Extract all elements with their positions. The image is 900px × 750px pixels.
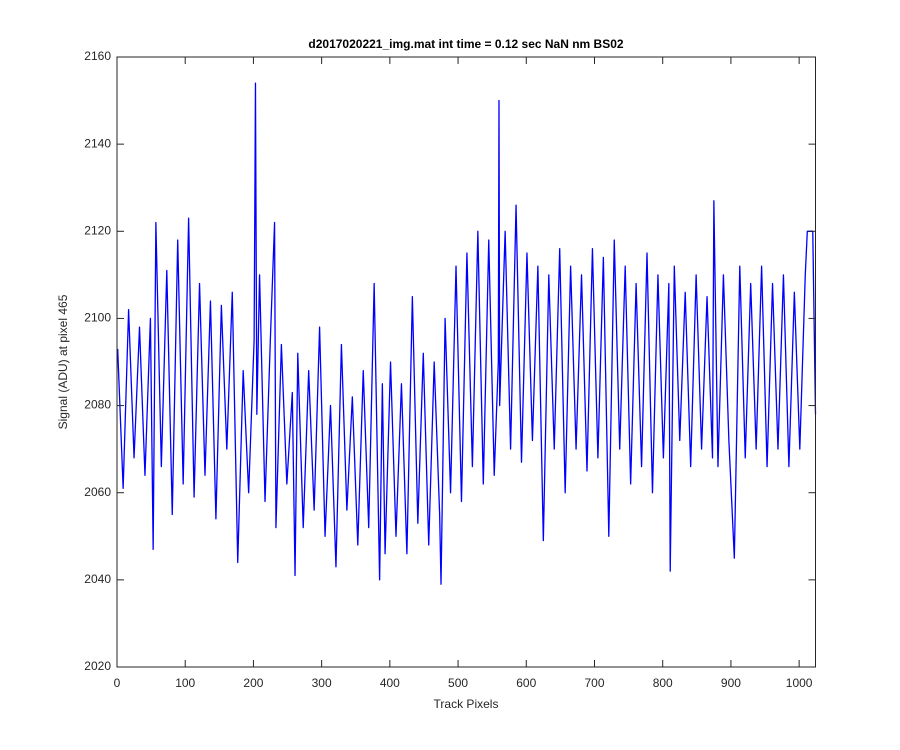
data-line	[117, 82, 817, 585]
y-axis-label: Signal (ADU) at pixel 465	[56, 294, 70, 429]
y-tick-label: 2020	[84, 659, 111, 673]
x-tick-label: 700	[584, 676, 604, 690]
x-axis-label: Track Pixels	[434, 697, 499, 711]
x-tick-label: 300	[312, 676, 332, 690]
y-tick-label: 2140	[84, 136, 111, 150]
x-tick-label: 900	[721, 676, 741, 690]
x-tick-label: 500	[448, 676, 468, 690]
y-tick-label: 2080	[84, 398, 111, 412]
x-tick-label: 1000	[786, 676, 813, 690]
y-tick-label: 2100	[84, 311, 111, 325]
x-tick-label: 0	[114, 676, 121, 690]
y-tick-label: 2060	[84, 485, 111, 499]
x-tick-label: 100	[175, 676, 195, 690]
y-tick-label: 2120	[84, 223, 111, 237]
x-tick-label: 200	[243, 676, 263, 690]
y-tick-label: 2160	[84, 49, 111, 63]
x-tick-label: 400	[380, 676, 400, 690]
x-tick-label: 800	[653, 676, 673, 690]
plot-frame	[116, 56, 816, 668]
x-tick-label: 600	[516, 676, 536, 690]
y-tick-label: 2040	[84, 572, 111, 586]
chart-title: d2017020221_img.mat int time = 0.12 sec …	[308, 37, 623, 51]
